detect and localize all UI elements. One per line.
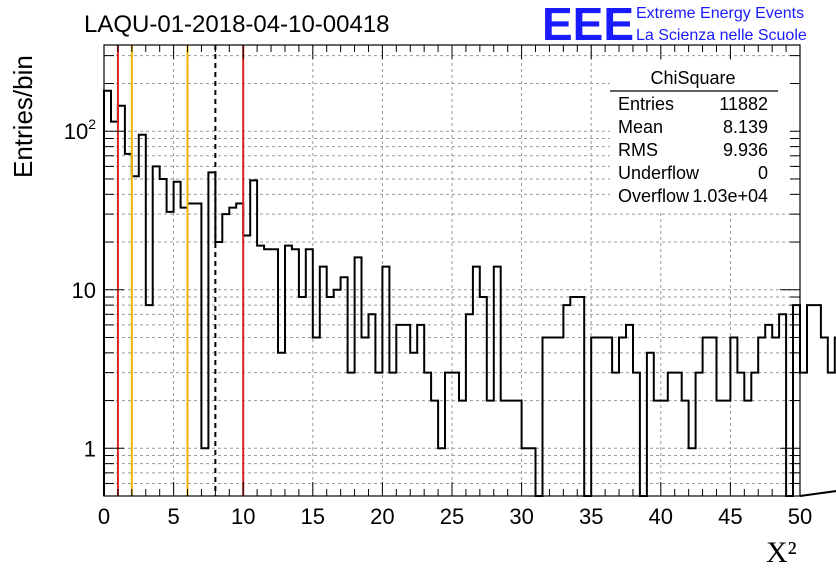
x-tick-label: 30	[509, 504, 533, 529]
brand-line-2: La Scienza nelle Scuole	[636, 27, 807, 44]
stats-value-mean: 8.139	[723, 117, 768, 137]
x-tick-label: 50	[788, 504, 812, 529]
stats-box-background	[610, 62, 790, 212]
stats-label-rms: RMS	[618, 140, 658, 160]
stats-title: ChiSquare	[650, 68, 735, 88]
stats-label-overflow: Overflow	[618, 186, 690, 206]
x-tick-label: 40	[649, 504, 673, 529]
eee-logo: EEE	[542, 0, 634, 50]
brand-line-1: Extreme Energy Events	[636, 5, 804, 22]
y-tick-label: 10	[72, 278, 96, 303]
x-tick-label: 0	[98, 504, 110, 529]
y-axis-label: Entries/bin	[8, 55, 38, 178]
x-tick-label: 20	[370, 504, 394, 529]
x-tick-label: 5	[167, 504, 179, 529]
stats-label-entries: Entries	[618, 94, 674, 114]
x-tick-label: 25	[440, 504, 464, 529]
stats-value-overflow: 1.03e+04	[692, 186, 768, 206]
y-tick-exponent: 2	[88, 116, 96, 132]
x-tick-label: 15	[301, 504, 325, 529]
stats-value-rms: 9.936	[723, 140, 768, 160]
x-tick-labels: 0 5 10 15 20 25 30 35 40 45 50	[98, 504, 812, 529]
x-axis-label: X²	[766, 536, 797, 569]
stats-value-entries: 11882	[719, 94, 768, 114]
stats-label-mean: Mean	[618, 117, 663, 137]
axes	[103, 44, 801, 497]
chart-title: LAQU-01-2018-04-10-00418	[84, 11, 390, 38]
stats-box: ChiSquare Entries 11882 Mean 8.139 RMS 9…	[610, 62, 790, 212]
x-tick-label: 35	[579, 504, 603, 529]
reference-lines	[116, 45, 245, 496]
stats-label-underflow: Underflow	[618, 163, 700, 183]
stats-value-underflow: 0	[758, 163, 768, 183]
x-tick-label: 10	[231, 504, 255, 529]
y-tick-label: 1	[84, 436, 96, 461]
eee-branding: EEE Extreme Energy Events La Scienza nel…	[542, 0, 807, 50]
x-tick-label: 45	[718, 504, 742, 529]
